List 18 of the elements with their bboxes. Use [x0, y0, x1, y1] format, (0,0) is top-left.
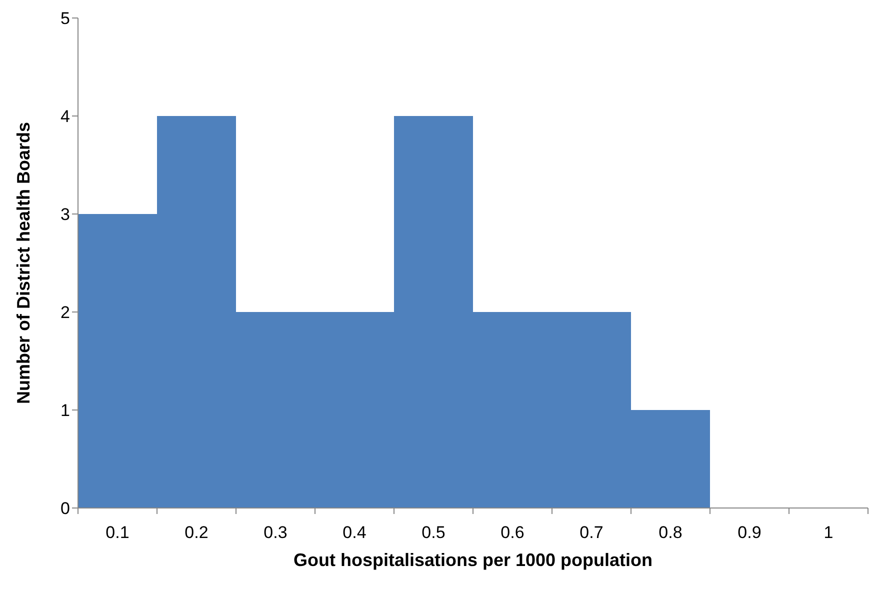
x-tick-label: 0.4	[342, 523, 366, 542]
x-tick-label: 0.2	[184, 523, 208, 542]
y-tick-label: 3	[60, 205, 70, 224]
y-tick-label: 1	[60, 401, 70, 420]
y-tick-label: 2	[60, 303, 70, 322]
y-tick-label: 5	[60, 9, 70, 28]
x-tick-label: 0.3	[264, 523, 288, 542]
y-axis-title: Number of District health Boards	[13, 122, 34, 404]
x-tick-label: 1	[824, 523, 834, 542]
y-tick-label: 0	[60, 499, 70, 518]
x-tick-label: 0.8	[658, 523, 682, 542]
x-tick-label: 0.6	[500, 523, 524, 542]
x-tick-label: 0.1	[106, 523, 130, 542]
x-axis-title: Gout hospitalisations per 1000 population	[293, 550, 653, 570]
x-tick-label: 0.9	[738, 523, 762, 542]
x-tick-label: 0.7	[580, 523, 604, 542]
x-tick-label: 0.5	[422, 523, 446, 542]
y-tick-label: 4	[60, 107, 70, 126]
